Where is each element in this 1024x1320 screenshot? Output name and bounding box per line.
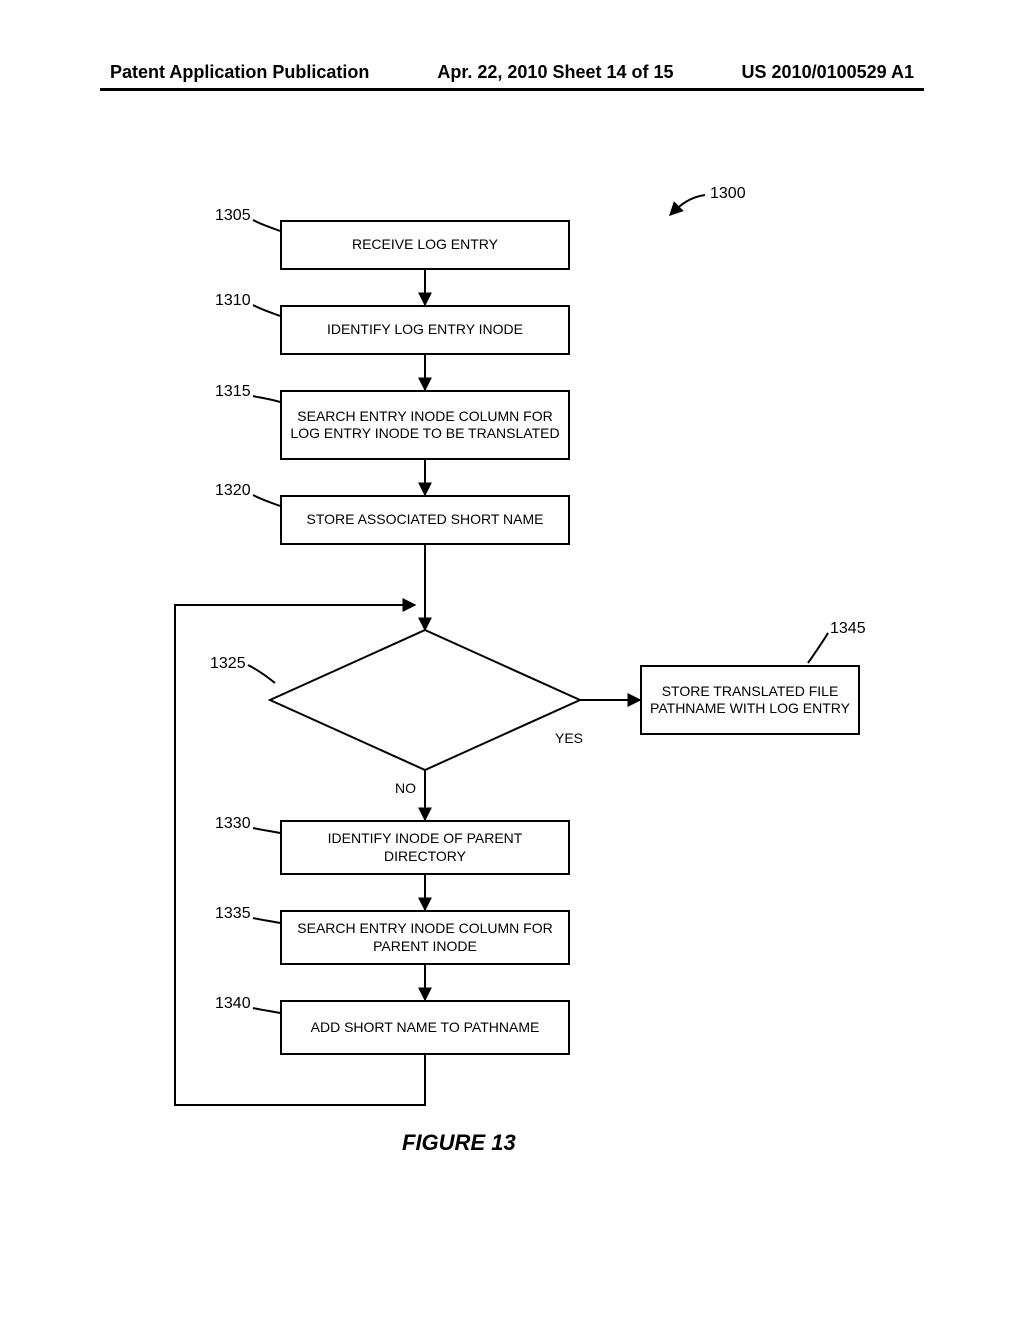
header-center: Apr. 22, 2010 Sheet 14 of 15	[437, 62, 673, 83]
ref-1305: 1305	[215, 207, 251, 225]
ref-1325: 1325	[210, 655, 246, 673]
ref-1320: 1320	[215, 482, 251, 500]
box-1345-text: STORE TRANSLATED FILE PATHNAME WITH LOG …	[650, 683, 850, 718]
header-rule	[100, 88, 924, 91]
box-1320: STORE ASSOCIATED SHORT NAME	[280, 495, 570, 545]
box-1335-text: SEARCH ENTRY INODE COLUMN FOR PARENT INO…	[290, 920, 560, 955]
header-left: Patent Application Publication	[110, 62, 369, 83]
box-1330-text: IDENTIFY INODE OF PARENT DIRECTORY	[290, 830, 560, 865]
flowchart: 1300 RECEIVE LOG ENTRY 1305 IDENTIFY LOG…	[0, 185, 1024, 1205]
ref-1300: 1300	[710, 185, 746, 203]
ref-1345: 1345	[830, 620, 866, 638]
box-1310: IDENTIFY LOG ENTRY INODE	[280, 305, 570, 355]
box-1315-text: SEARCH ENTRY INODE COLUMN FOR LOG ENTRY …	[290, 408, 560, 443]
box-1310-text: IDENTIFY LOG ENTRY INODE	[327, 321, 523, 339]
header-right: US 2010/0100529 A1	[742, 62, 914, 83]
box-1340-text: ADD SHORT NAME TO PATHNAME	[311, 1019, 540, 1037]
decision-yes-label: YES	[555, 730, 583, 746]
box-1305-text: RECEIVE LOG ENTRY	[352, 236, 498, 254]
ref-1330: 1330	[215, 815, 251, 833]
box-1305: RECEIVE LOG ENTRY	[280, 220, 570, 270]
box-1320-text: STORE ASSOCIATED SHORT NAME	[306, 511, 543, 529]
ref-1335: 1335	[215, 905, 251, 923]
ref-1315: 1315	[215, 383, 251, 401]
decision-no-label: NO	[395, 780, 416, 796]
box-1345: STORE TRANSLATED FILE PATHNAME WITH LOG …	[640, 665, 860, 735]
box-1340: ADD SHORT NAME TO PATHNAME	[280, 1000, 570, 1055]
box-1315: SEARCH ENTRY INODE COLUMN FOR LOG ENTRY …	[280, 390, 570, 460]
page-header: Patent Application Publication Apr. 22, …	[0, 62, 1024, 83]
box-1335: SEARCH ENTRY INODE COLUMN FOR PARENT INO…	[280, 910, 570, 965]
ref-1310: 1310	[215, 292, 251, 310]
ref-1340: 1340	[215, 995, 251, 1013]
decision-1325-text: CURRENT ENTRY INODE ROOT DIRECTORY?	[335, 682, 515, 717]
box-1330: IDENTIFY INODE OF PARENT DIRECTORY	[280, 820, 570, 875]
figure-caption: FIGURE 13	[402, 1130, 516, 1156]
